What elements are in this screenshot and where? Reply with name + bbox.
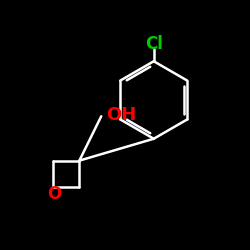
Text: Cl: Cl xyxy=(145,35,163,53)
Text: O: O xyxy=(46,185,61,203)
Text: OH: OH xyxy=(106,106,136,124)
